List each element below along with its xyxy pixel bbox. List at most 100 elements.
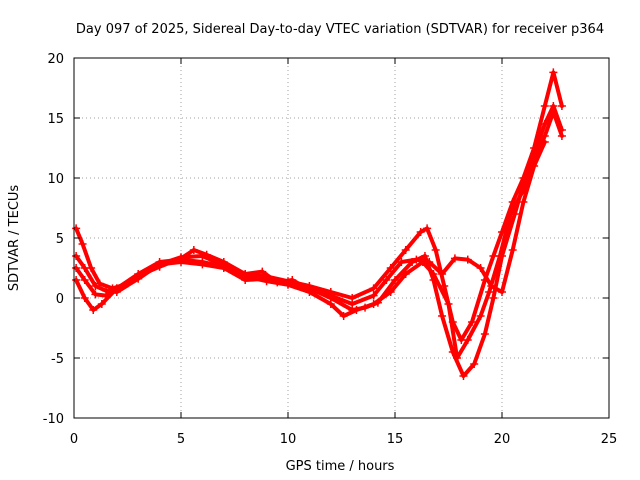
data-point-marker	[78, 240, 87, 248]
data-point-marker	[530, 162, 539, 170]
data-point-marker	[397, 258, 406, 266]
data-point-marker	[72, 264, 81, 272]
data-point-marker	[369, 291, 378, 300]
series-line	[74, 110, 564, 360]
data-point-marker	[416, 228, 425, 236]
data-point-marker	[198, 252, 207, 260]
data-point-marker	[459, 372, 468, 380]
data-point-marker	[453, 354, 462, 362]
data-point-marker	[470, 360, 479, 368]
data-point-marker	[391, 276, 399, 284]
data-point-marker	[219, 261, 228, 270]
y-axis-ticks: -10 -5 0 5 10 15 20	[43, 52, 609, 427]
data-point-marker	[549, 68, 558, 77]
grid-lines	[74, 58, 609, 418]
data-point-marker	[72, 224, 81, 233]
data-point-marker	[72, 276, 81, 284]
data-point-marker	[80, 264, 89, 272]
data-point-marker	[262, 277, 271, 286]
data-point-marker	[134, 272, 143, 281]
data-series	[72, 68, 566, 380]
data-point-marker	[476, 312, 485, 320]
data-point-marker	[352, 306, 361, 314]
data-point-marker	[401, 270, 410, 278]
data-point-marker	[386, 288, 395, 296]
data-point-marker	[258, 267, 267, 276]
y-tick-label: 10	[47, 172, 64, 187]
data-point-marker	[305, 285, 314, 294]
data-point-marker	[386, 264, 395, 272]
data-point-marker	[423, 224, 432, 233]
data-point-marker	[506, 210, 515, 218]
data-point-marker	[468, 318, 477, 326]
data-point-marker	[91, 282, 100, 290]
data-point-marker	[177, 253, 185, 262]
x-tick-label: 0	[70, 432, 78, 447]
series-line	[74, 140, 547, 312]
data-point-marker	[480, 330, 489, 338]
x-axis-label: GPS time / hours	[286, 459, 395, 474]
x-tick-label: 20	[494, 432, 511, 447]
x-axis-ticks: 0 5 10 15 20 25	[70, 58, 617, 447]
y-tick-label: 15	[47, 112, 64, 127]
data-point-marker	[412, 255, 421, 264]
data-point-marker	[80, 276, 89, 284]
data-point-marker	[444, 300, 453, 308]
x-tick-label: 15	[387, 432, 404, 447]
data-point-marker	[425, 258, 434, 266]
y-tick-label: -10	[43, 412, 64, 427]
data-point-marker	[288, 276, 297, 284]
data-point-marker	[273, 278, 282, 287]
data-point-marker	[489, 294, 498, 302]
data-point-marker	[401, 246, 410, 254]
data-point-marker	[487, 282, 496, 290]
data-point-marker	[508, 246, 517, 254]
data-point-marker	[155, 260, 164, 269]
data-point-marker	[112, 284, 121, 293]
data-point-marker	[495, 252, 504, 260]
data-point-marker	[80, 294, 89, 302]
data-point-marker	[557, 102, 566, 110]
data-point-marker	[540, 138, 549, 146]
data-point-marker	[519, 198, 528, 206]
data-point-marker	[485, 288, 494, 296]
data-point-marker	[438, 312, 447, 320]
data-point-marker	[498, 288, 506, 296]
y-tick-label: 5	[56, 232, 64, 247]
data-point-marker	[450, 254, 459, 263]
data-point-marker	[369, 300, 378, 308]
data-point-marker	[326, 300, 335, 308]
y-tick-label: -5	[51, 352, 64, 367]
data-point-marker	[463, 255, 472, 264]
data-point-marker	[382, 276, 391, 284]
data-point-marker	[339, 312, 348, 320]
data-point-marker	[549, 108, 558, 116]
x-tick-label: 5	[177, 432, 185, 447]
data-point-marker	[189, 246, 198, 254]
data-point-marker	[91, 290, 100, 299]
data-point-marker	[557, 132, 566, 140]
data-point-marker	[431, 246, 440, 254]
data-point-marker	[429, 270, 438, 278]
series-line	[74, 104, 564, 378]
data-point-marker	[326, 291, 335, 300]
data-point-marker	[463, 336, 472, 344]
data-point-marker	[97, 300, 106, 308]
data-point-marker	[72, 252, 81, 260]
y-tick-label: 0	[56, 292, 64, 307]
data-point-marker	[369, 284, 378, 293]
data-point-marker	[420, 252, 429, 260]
data-point-marker	[89, 306, 98, 314]
data-point-marker	[348, 300, 357, 308]
series-track-2	[72, 102, 566, 380]
y-axis-label: SDTVAR / TECUs	[7, 185, 22, 292]
data-point-marker	[438, 270, 447, 278]
data-point-marker	[476, 264, 485, 272]
y-tick-label: 20	[47, 52, 64, 67]
series-track-4	[72, 138, 549, 314]
series-track-3	[72, 108, 566, 362]
data-point-marker	[540, 102, 549, 110]
series-line	[74, 70, 564, 342]
chart-title: Day 097 of 2025, Sidereal Day-to-day VTE…	[76, 22, 604, 37]
